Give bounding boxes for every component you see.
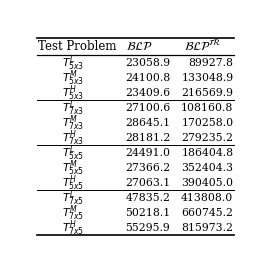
Text: 186404.8: 186404.8 [181, 148, 233, 158]
Text: 23409.6: 23409.6 [125, 88, 170, 98]
Text: 23058.9: 23058.9 [125, 58, 170, 68]
Text: 413808.0: 413808.0 [181, 193, 233, 203]
Text: 28181.2: 28181.2 [125, 133, 170, 143]
Text: $T_{7x3}^{L}$: $T_{7x3}^{L}$ [61, 98, 84, 118]
Text: 170258.0: 170258.0 [181, 118, 233, 128]
Text: $T_{5x5}^{M}$: $T_{5x5}^{M}$ [62, 158, 84, 178]
Text: $T_{7x5}^{M}$: $T_{7x5}^{M}$ [62, 203, 84, 222]
Text: $T_{5x5}^{L}$: $T_{5x5}^{L}$ [62, 143, 84, 162]
Text: 133048.9: 133048.9 [181, 73, 233, 83]
Text: 27366.2: 27366.2 [125, 163, 170, 173]
Text: 108160.8: 108160.8 [181, 103, 233, 113]
Text: $T_{5x3}^{L}$: $T_{5x3}^{L}$ [61, 53, 84, 73]
Text: 55295.9: 55295.9 [126, 223, 170, 233]
Text: 815973.2: 815973.2 [181, 223, 233, 233]
Text: 352404.3: 352404.3 [181, 163, 233, 173]
Text: 89927.8: 89927.8 [188, 58, 233, 68]
Text: Test Problem: Test Problem [38, 40, 117, 53]
Text: $T_{5x5}^{H}$: $T_{5x5}^{H}$ [62, 173, 84, 193]
Text: 216569.9: 216569.9 [181, 88, 233, 98]
Text: 47835.2: 47835.2 [125, 193, 170, 203]
Text: $T_{7x5}^{L}$: $T_{7x5}^{L}$ [62, 188, 84, 208]
Text: $T_{7x3}^{M}$: $T_{7x3}^{M}$ [61, 113, 84, 133]
Text: $T_{5x3}^{H}$: $T_{5x3}^{H}$ [61, 83, 84, 102]
Text: $\mathcal{BLP}^{\mathcal{TR}}$: $\mathcal{BLP}^{\mathcal{TR}}$ [184, 39, 222, 54]
Text: 28645.1: 28645.1 [125, 118, 170, 128]
Text: 660745.2: 660745.2 [181, 208, 233, 218]
Text: 279235.2: 279235.2 [181, 133, 233, 143]
Text: $T_{5x3}^{M}$: $T_{5x3}^{M}$ [61, 68, 84, 87]
Text: $T_{7x3}^{H}$: $T_{7x3}^{H}$ [61, 128, 84, 147]
Text: 27063.1: 27063.1 [125, 178, 170, 188]
Text: 390405.0: 390405.0 [181, 178, 233, 188]
Text: $\mathcal{BLP}$: $\mathcal{BLP}$ [126, 40, 153, 53]
Text: 50218.1: 50218.1 [125, 208, 170, 218]
Text: 24100.8: 24100.8 [125, 73, 170, 83]
Text: 24491.0: 24491.0 [125, 148, 170, 158]
Text: 27100.6: 27100.6 [125, 103, 170, 113]
Text: $T_{7x5}^{H}$: $T_{7x5}^{H}$ [62, 218, 84, 238]
